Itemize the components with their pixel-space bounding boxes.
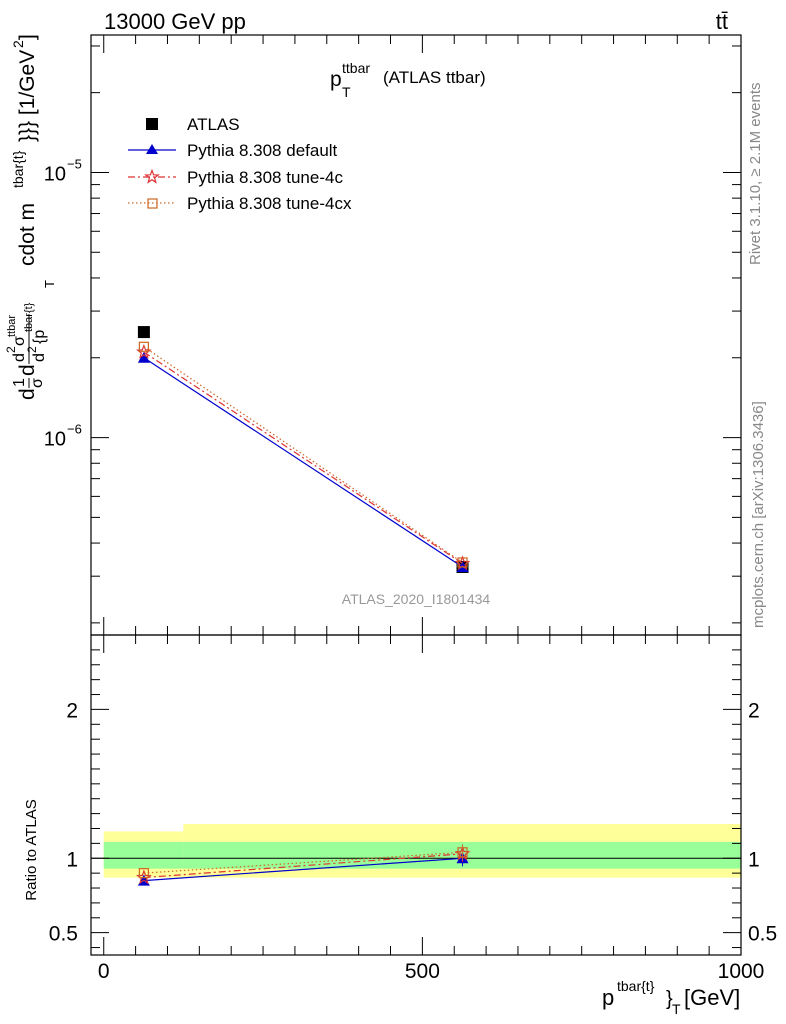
plot-title-sup: ttbar bbox=[342, 60, 370, 76]
ylabel-sigma-sup: ttbar bbox=[6, 315, 18, 337]
ylabel-bracket: ] bbox=[16, 34, 39, 40]
legend: ATLAS Pythia 8.308 default Pythia 8.308 … bbox=[128, 115, 352, 213]
main-y-tick-label: 10 bbox=[44, 163, 66, 185]
ratio-point bbox=[138, 868, 149, 879]
ylabel-d2: d bbox=[16, 364, 39, 376]
xlabel-p: p bbox=[602, 985, 614, 1010]
legend-atlas-label: ATLAS bbox=[187, 115, 240, 134]
main-y-tick-exponent: −6 bbox=[67, 422, 82, 437]
main-series-line bbox=[143, 357, 463, 568]
ratio-y-tick-label-right: 0.5 bbox=[748, 923, 777, 946]
ylabel-sigma: σ bbox=[11, 336, 28, 346]
ratio-point bbox=[457, 847, 468, 858]
xlabel-unit: [GeV] bbox=[684, 985, 740, 1010]
main-point bbox=[457, 557, 468, 568]
ylabel-sq2: 2 bbox=[25, 346, 39, 353]
ratio-bands bbox=[91, 824, 741, 878]
xlabel-brace: } bbox=[666, 988, 673, 1010]
process-label: 13000 GeV pp bbox=[104, 9, 246, 34]
ylabel-m-sup: tbar{t} bbox=[10, 150, 26, 188]
legend-default-marker bbox=[146, 144, 158, 154]
ratio-x-tick-label: 500 bbox=[405, 960, 440, 983]
plot-title-suffix: (ATLAS ttbar) bbox=[383, 68, 486, 87]
ratio-series bbox=[136, 844, 471, 886]
final-state-label: tt̄ bbox=[716, 9, 728, 34]
main-point bbox=[137, 326, 150, 339]
xlabel-sub: T bbox=[672, 1001, 681, 1017]
main-series-line bbox=[143, 346, 463, 563]
ylabel-sq1: 2 bbox=[4, 346, 18, 353]
ratio-y-tick-label: 0.5 bbox=[49, 923, 78, 946]
main-point bbox=[137, 351, 150, 363]
main-point bbox=[138, 341, 149, 352]
ylabel-frac-num: 1 bbox=[11, 378, 28, 387]
ratio-series-line bbox=[143, 851, 463, 874]
main-series bbox=[136, 326, 471, 573]
legend-tune4c-marker bbox=[144, 168, 160, 184]
ratio-frame bbox=[90, 634, 742, 956]
main-y-axis-label: d 1 σ d d 2 σ ttbar d 2 {p tbar{t} T cdo… bbox=[4, 34, 57, 400]
ratio-x-tick-label: 1000 bbox=[718, 960, 765, 983]
ratio-series-line bbox=[143, 853, 463, 879]
ratio-ticks: 0.5 0.5 1 1 2 2 0 500 1000 bbox=[49, 635, 777, 983]
x-axis-label: p tbar{t} } T [GeV] bbox=[602, 978, 740, 1017]
legend-tune4cx-label: Pythia 8.308 tune-4cx bbox=[187, 194, 352, 213]
ylabel-d4: d bbox=[31, 353, 48, 362]
ylabel-d1: d bbox=[16, 388, 39, 400]
plot-title-main: p bbox=[330, 68, 342, 91]
ratio-series-line bbox=[143, 857, 463, 882]
main-y-tick-label: 10 bbox=[44, 429, 66, 451]
ylabel-close: }}} [1/GeV bbox=[16, 50, 39, 142]
ratio-y-tick-label-right: 2 bbox=[748, 699, 760, 722]
main-ticks: 10−610−5 bbox=[44, 35, 742, 635]
ylabel-unit-sup: 2 bbox=[10, 40, 26, 48]
legend-atlas-marker bbox=[146, 118, 158, 130]
ylabel-frac-den: σ bbox=[29, 378, 46, 388]
analysis-id: ATLAS_2020_I1801434 bbox=[342, 591, 491, 607]
ylabel-brace-p: {p bbox=[31, 330, 48, 344]
rivet-version-label: Rivet 3.1.10, ≥ 2.1M events bbox=[747, 83, 764, 266]
ylabel-p-sup: tbar{t} bbox=[23, 302, 35, 332]
legend-tune4c-label: Pythia 8.308 tune-4c bbox=[187, 168, 343, 187]
ratio-x-tick-label: 0 bbox=[98, 960, 110, 983]
legend-tune4cx-marker bbox=[147, 198, 158, 209]
main-y-tick-exponent: −5 bbox=[67, 156, 82, 171]
ylabel-cdot: cdot m bbox=[16, 203, 39, 266]
ylabel-d3: d bbox=[11, 353, 28, 362]
xlabel-sup: tbar{t} bbox=[617, 978, 655, 994]
main-series-line bbox=[143, 351, 463, 564]
ratio-y-tick-label-right: 1 bbox=[748, 848, 760, 871]
mcplots-label: mcplots.cern.ch [arXiv:1306.3436] bbox=[750, 401, 767, 628]
legend-default-label: Pythia 8.308 default bbox=[187, 141, 338, 160]
ratio-panel: 0.5 0.5 1 1 2 2 0 500 1000 bbox=[49, 634, 777, 983]
plot-title: p T ttbar (ATLAS ttbar) bbox=[330, 60, 486, 100]
ratio-band-inner bbox=[103, 841, 184, 869]
ratio-y-tick-label: 1 bbox=[66, 848, 78, 871]
plot-title-sub: T bbox=[342, 84, 351, 100]
ylabel-p-sub: T bbox=[42, 280, 57, 288]
ratio-y-axis-label: Ratio to ATLAS bbox=[23, 799, 40, 900]
ratio-y-tick-label: 2 bbox=[66, 699, 78, 722]
